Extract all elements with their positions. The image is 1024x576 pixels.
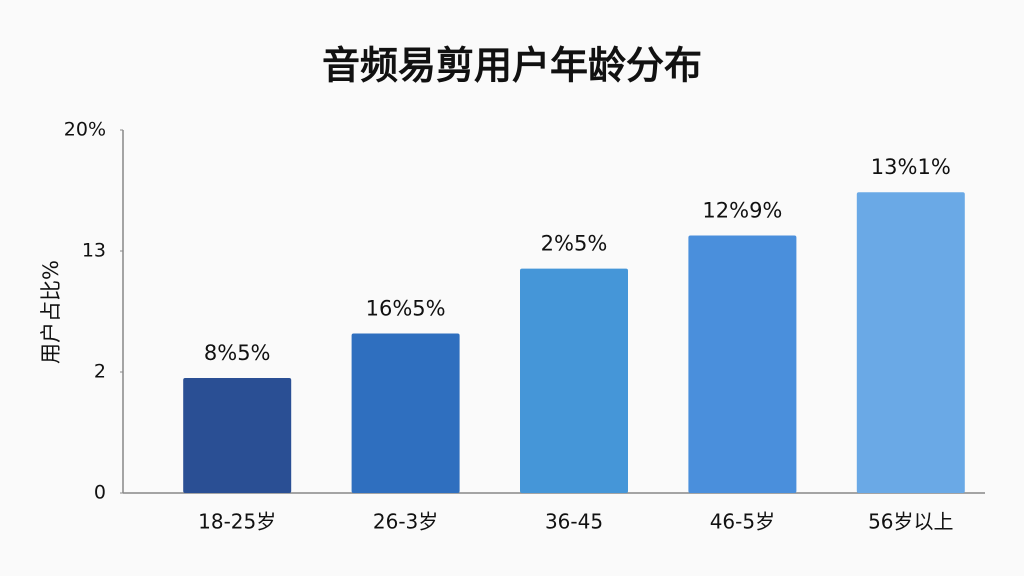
y-tick-label: 0 [94, 482, 106, 504]
bar-annotation: 12%9% [702, 198, 782, 222]
bar [520, 268, 628, 493]
x-tick-label: 26-3岁 [373, 510, 438, 534]
bar-annotation: 13%1% [871, 155, 951, 179]
x-tick-label: 46-5岁 [710, 510, 775, 534]
chart-title: 音频易剪用户年龄分布 [322, 44, 702, 88]
bar-annotation: 2%5% [541, 232, 608, 256]
bar [856, 192, 965, 493]
x-tick-label: 18-25岁 [198, 510, 276, 534]
bar-annotation: 8%5% [204, 341, 271, 365]
x-tick-label: 56岁以上 [868, 510, 953, 534]
bar-annotation: 16%5% [366, 297, 446, 321]
bar [351, 333, 460, 493]
y-tick-label: 20% [64, 119, 106, 141]
bar [183, 378, 292, 493]
bar [688, 235, 797, 493]
y-tick-label: 13 [82, 240, 106, 262]
y-tick-label: 2 [94, 361, 106, 383]
y-axis-label: 用户占比% [39, 260, 63, 364]
x-tick-label: 36-45 [545, 510, 603, 534]
